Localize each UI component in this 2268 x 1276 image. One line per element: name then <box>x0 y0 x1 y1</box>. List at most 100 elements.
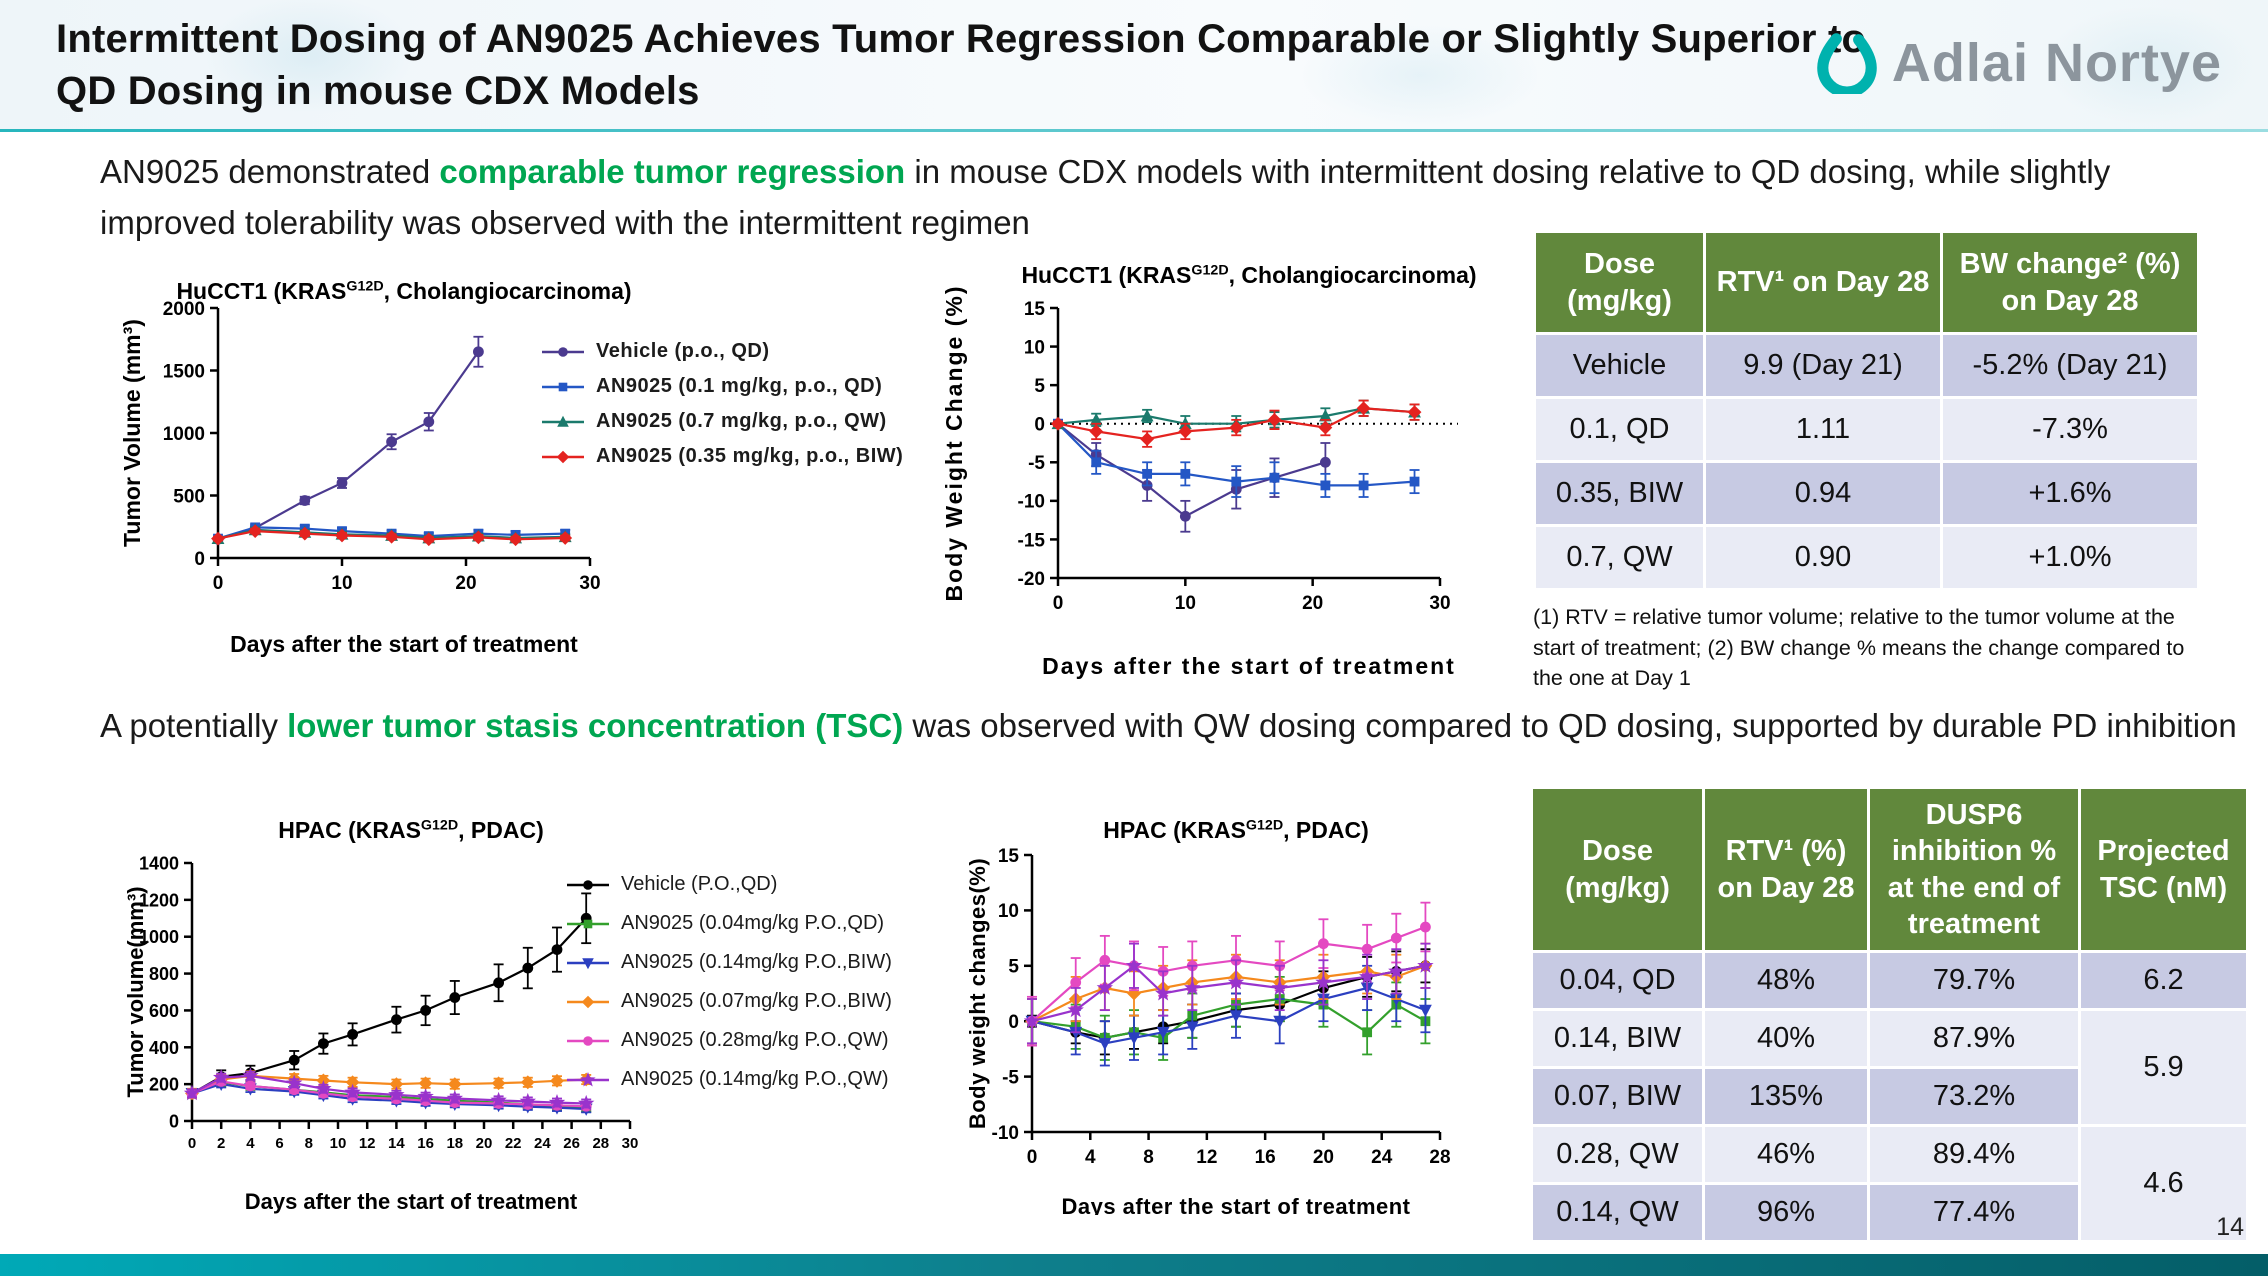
t1-cell: 0.1, QD <box>1533 396 1706 463</box>
t1-header-rtv: RTV¹ on Day 28 <box>1703 230 1943 335</box>
svg-text:0: 0 <box>1008 1012 1019 1033</box>
t2-cell: 135% <box>1702 1066 1870 1127</box>
t1-cell: Vehicle <box>1533 332 1706 399</box>
legend-item: AN9025 (0.04mg/kg P.O.,QD) <box>565 904 892 943</box>
chart-title: HPAC (KRASG12D, PDAC) <box>278 817 544 843</box>
logo-text: Adlai Nortye <box>1891 33 2222 93</box>
svg-text:-5: -5 <box>1002 1067 1019 1088</box>
svg-text:0: 0 <box>1034 415 1045 436</box>
t2-cell: 89.4% <box>1867 1124 2081 1185</box>
t2-cell: 96% <box>1702 1182 1870 1243</box>
t1-cell: 0.94 <box>1703 460 1943 527</box>
svg-text:2: 2 <box>217 1135 225 1152</box>
footer-accent-bar <box>0 1254 2268 1276</box>
svg-text:16: 16 <box>417 1135 434 1152</box>
t2-cell: 0.14, QW <box>1530 1182 1705 1243</box>
statement-2-post: was observed with QW dosing compared to … <box>903 707 2237 744</box>
chart-title: HuCCT1 (KRASG12D, Cholangiocarcinoma) <box>1021 262 1477 288</box>
chart-legend: Vehicle (p.o., QD) AN9025 (0.1 mg/kg, p.o… <box>540 334 903 474</box>
legend-item: Vehicle (p.o., QD) <box>540 334 903 369</box>
svg-text:24: 24 <box>534 1135 551 1152</box>
t1-row-0p1-qd: 0.1, QD 1.11 -7.3% <box>1533 396 2200 463</box>
svg-text:20: 20 <box>476 1135 493 1152</box>
t1-row-0p35-biw: 0.35, BIW 0.94 +1.6% <box>1533 460 2200 527</box>
t2-cell: 87.9% <box>1867 1008 2081 1069</box>
svg-text:8: 8 <box>1143 1147 1154 1168</box>
t1-cell: 0.90 <box>1703 524 1943 591</box>
svg-text:16: 16 <box>1255 1147 1276 1168</box>
t1-cell: +1.0% <box>1940 524 2200 591</box>
legend-item: AN9025 (0.14mg/kg P.O.,QW) <box>565 1060 892 1099</box>
legend-label: AN9025 (0.28mg/kg P.O.,QW) <box>621 1029 889 1051</box>
svg-text:8: 8 <box>305 1135 313 1152</box>
svg-text:28: 28 <box>592 1135 609 1152</box>
legend-item: AN9025 (0.28mg/kg P.O.,QW) <box>565 1021 892 1060</box>
chart-hpac-tumor-volume: HPAC (KRASG12D, PDAC) 0 200 400 600 800 1000 12… <box>125 815 1135 1255</box>
svg-text:5: 5 <box>1034 376 1045 397</box>
logo: Adlai Nortye <box>1816 32 2222 94</box>
chart-title: HPAC (KRASG12D, PDAC) <box>1103 817 1369 843</box>
chart-canvas: 0 500 1000 1500 2000 0 10 20 30 Days after the st… <box>119 299 601 657</box>
svg-text:1000: 1000 <box>163 424 205 445</box>
statement-2: A potentially lower tumor stasis concent… <box>100 700 2240 751</box>
logo-droplet-icon <box>1817 33 1877 94</box>
page-number: 14 <box>2216 1213 2244 1241</box>
t2-row-0p04-qd: 0.04, QD 48% 79.7% 6.2 <box>1530 950 2249 1011</box>
t1-cell: 0.35, BIW <box>1533 460 1706 527</box>
t1-cell: -5.2% (Day 21) <box>1940 332 2200 399</box>
slide-title: Intermittent Dosing of AN9025 Achieves T… <box>56 13 1866 117</box>
svg-text:-5: -5 <box>1028 453 1045 474</box>
svg-text:15: 15 <box>998 846 1020 867</box>
svg-text:12: 12 <box>359 1135 376 1152</box>
svg-text:600: 600 <box>149 1001 179 1021</box>
hpac-summary-table: Dose (mg/kg) RTV¹ (%) on Day 28 DUSP6 in… <box>1530 786 2249 1243</box>
t1-cell: 0.7, QW <box>1533 524 1706 591</box>
svg-text:0: 0 <box>213 573 224 594</box>
svg-text:15: 15 <box>1024 299 1046 320</box>
svg-text:18: 18 <box>446 1135 463 1152</box>
svg-text:22: 22 <box>505 1135 522 1152</box>
svg-text:-20: -20 <box>1018 569 1045 590</box>
t2-row-0p28-qw: 0.28, QW 46% 89.4% 4.6 <box>1530 1124 2249 1243</box>
chart-canvas: -10 -5 0 5 10 15 0 4 8 12 16 20 24 28 Days after the s… <box>965 846 1451 1215</box>
legend-item: AN9025 (0.14mg/kg P.O.,BIW) <box>565 943 892 982</box>
svg-text:28: 28 <box>1429 1147 1450 1168</box>
t2-cell-tsc-merged: 5.9 <box>2078 1008 2249 1127</box>
svg-text:Days after the start of treatm: Days after the start of treatment <box>1042 653 1456 679</box>
svg-text:0: 0 <box>1053 593 1064 614</box>
svg-text:6: 6 <box>275 1135 283 1152</box>
t1-row-0p7-qw: 0.7, QW 0.90 +1.0% <box>1533 524 2200 591</box>
svg-text:Days after the start of treatm: Days after the start of treatment <box>245 1189 578 1214</box>
legend-label: AN9025 (0.14mg/kg P.O.,BIW) <box>621 951 892 973</box>
t2-row-0p14-biw: 0.14, BIW 40% 87.9% 5.9 <box>1530 1008 2249 1127</box>
t2-cell: 0.28, QW <box>1530 1124 1705 1185</box>
t2-cell: 40% <box>1702 1008 1870 1069</box>
slide-title-line1: Intermittent Dosing of AN9025 Achieves T… <box>56 17 1867 61</box>
statement-1: AN9025 demonstrated comparable tumor reg… <box>100 146 2240 248</box>
svg-text:2000: 2000 <box>163 299 205 320</box>
svg-text:14: 14 <box>388 1135 405 1152</box>
slide-header: Intermittent Dosing of AN9025 Achieves T… <box>0 0 2268 132</box>
svg-text:Days after the start of treatm: Days after the start of treatment <box>230 631 578 657</box>
t2-header-dusp6: DUSP6 inhibition % at the end of treatme… <box>1867 786 2081 953</box>
t1-header-dose: Dose (mg/kg) <box>1533 230 1706 335</box>
legend-label: AN9025 (0.35 mg/kg, p.o., BIW) <box>596 445 904 467</box>
chart-title: HuCCT1 (KRASG12D, Cholangiocarcinoma) <box>176 278 632 304</box>
table-footnote: (1) RTV = relative tumor volume; relativ… <box>1533 605 2185 691</box>
legend-item: AN9025 (0.35 mg/kg, p.o., BIW) <box>540 439 903 474</box>
svg-text:Tumor volume(mm³): Tumor volume(mm³) <box>125 886 148 1097</box>
svg-text:12: 12 <box>1196 1147 1217 1168</box>
t2-cell: 0.14, BIW <box>1530 1008 1705 1069</box>
svg-text:10: 10 <box>1175 593 1196 614</box>
svg-text:20: 20 <box>455 573 476 594</box>
svg-text:Days after the start of treatm: Days after the start of treatment <box>1061 1194 1410 1215</box>
svg-text:20: 20 <box>1313 1147 1334 1168</box>
t1-cell: +1.6% <box>1940 460 2200 527</box>
t2-cell: 46% <box>1702 1124 1870 1185</box>
svg-text:-15: -15 <box>1018 530 1046 551</box>
svg-text:Body Weight Change (%): Body Weight Change (%) <box>941 284 967 601</box>
t2-cell: 6.2 <box>2078 950 2249 1011</box>
svg-text:1200: 1200 <box>139 890 179 910</box>
t1-row-vehicle: Vehicle 9.9 (Day 21) -5.2% (Day 21) <box>1533 332 2200 399</box>
